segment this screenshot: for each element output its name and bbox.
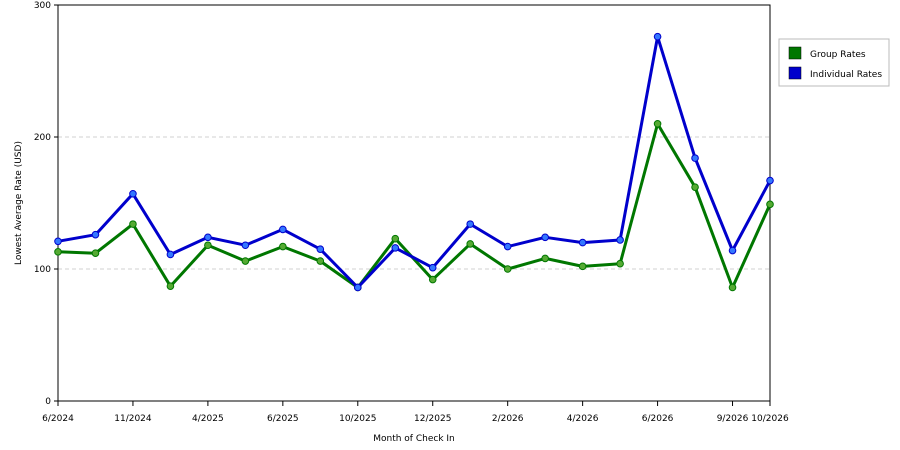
data-point-individual-rates xyxy=(503,242,512,251)
y-tick-label: 200 xyxy=(34,133,51,143)
legend: Group Rates Individual Rates xyxy=(778,38,890,87)
data-point-group-rates xyxy=(166,282,175,290)
x-axis: 6/2024 11/2024 4/2025 6/2025 10/2025 12/2025 2… xyxy=(42,401,789,424)
data-point-group-rates xyxy=(653,120,662,128)
data-point-individual-rates xyxy=(653,32,662,41)
y-tick-label: 100 xyxy=(34,265,51,275)
x-tick-label: 11/2024 xyxy=(114,414,152,424)
x-tick-label: 12/2025 xyxy=(414,414,451,424)
data-point-individual-rates xyxy=(691,154,699,162)
x-tick-label: 6/2025 xyxy=(267,414,299,424)
x-tick-label: 6/2024 xyxy=(42,414,74,424)
data-point-group-rates xyxy=(616,259,624,268)
series-line-individual-rates xyxy=(57,35,772,289)
data-point-group-rates xyxy=(728,283,737,292)
data-point-individual-rates xyxy=(766,176,774,185)
data-point-group-rates xyxy=(503,265,512,273)
series-group-rates xyxy=(54,120,774,292)
x-tick-label: 4/2025 xyxy=(192,414,224,424)
y-tick-label: 300 xyxy=(34,1,51,11)
data-point-individual-rates xyxy=(241,241,250,250)
data-point-individual-rates xyxy=(578,238,587,247)
y-axis: 0 100 200 300 xyxy=(34,1,58,407)
grid-lines xyxy=(58,136,770,270)
data-point-group-rates xyxy=(54,248,62,256)
data-point-individual-rates xyxy=(428,263,437,272)
data-point-individual-rates xyxy=(129,189,137,198)
data-point-group-rates xyxy=(428,275,437,284)
x-axis-title: Month of Check In xyxy=(373,434,455,444)
x-tick-label: 9/2026 xyxy=(717,414,749,424)
x-tick-label: 2/2026 xyxy=(492,414,524,424)
data-point-individual-rates xyxy=(466,220,475,228)
data-point-group-rates xyxy=(279,242,287,251)
data-point-group-rates xyxy=(241,257,250,265)
data-point-group-rates xyxy=(391,234,400,243)
data-point-group-rates xyxy=(578,262,587,271)
data-point-individual-rates xyxy=(204,233,212,242)
x-tick-label: 4/2026 xyxy=(567,414,599,424)
y-axis-title: Lowest Average Rate (USD) xyxy=(14,141,24,265)
plot-area xyxy=(57,4,771,402)
data-point-group-rates xyxy=(91,249,100,257)
x-tick-label: 10/2026 xyxy=(751,414,789,424)
legend-label-individual-rates: Individual Rates xyxy=(810,70,882,80)
data-point-individual-rates xyxy=(54,237,62,246)
data-point-group-rates xyxy=(129,220,137,228)
data-point-individual-rates xyxy=(91,230,100,239)
series-layer xyxy=(54,32,774,292)
legend-swatch-individual-rates xyxy=(788,66,802,80)
legend-swatch-group-rates xyxy=(788,46,802,60)
data-point-individual-rates xyxy=(353,283,362,292)
series-individual-rates xyxy=(54,32,774,292)
data-point-individual-rates xyxy=(728,246,737,255)
data-point-group-rates xyxy=(541,254,549,263)
series-line-group-rates xyxy=(57,122,772,289)
legend-label-group-rates: Group Rates xyxy=(810,50,866,60)
data-point-group-rates xyxy=(466,240,475,248)
data-point-group-rates xyxy=(204,241,212,250)
x-tick-label: 10/2025 xyxy=(339,414,376,424)
data-point-individual-rates xyxy=(316,245,325,253)
data-point-group-rates xyxy=(766,200,774,209)
data-point-individual-rates xyxy=(541,233,549,242)
data-point-individual-rates xyxy=(166,250,175,259)
data-point-individual-rates xyxy=(391,244,400,252)
data-point-group-rates xyxy=(691,183,699,191)
data-point-individual-rates xyxy=(279,225,287,234)
data-point-group-rates xyxy=(316,257,325,265)
data-point-individual-rates xyxy=(616,236,624,244)
x-tick-label: 6/2026 xyxy=(642,414,674,424)
y-tick-label: 0 xyxy=(45,397,51,407)
